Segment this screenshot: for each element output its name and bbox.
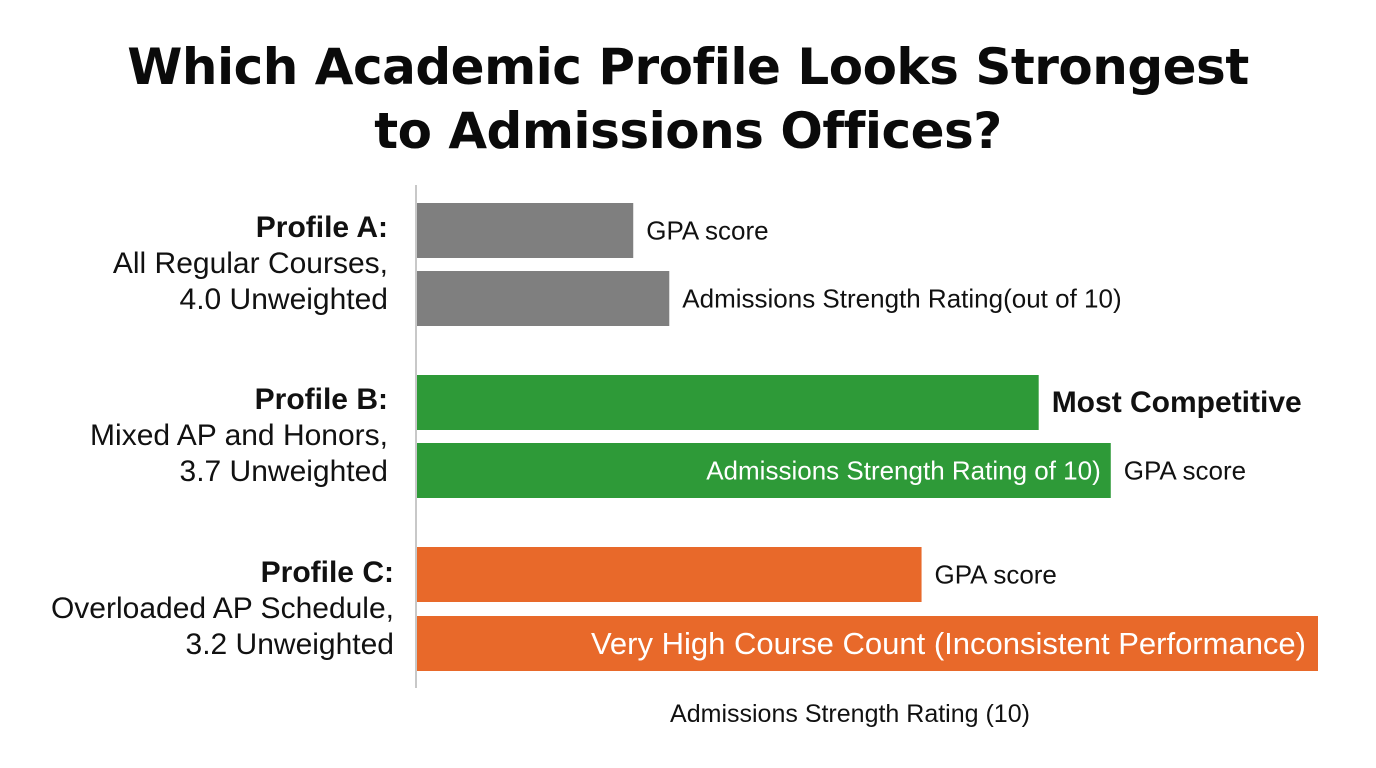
- bar-4-inner-label: Admissions Strength Rating of 10): [706, 456, 1101, 486]
- bar-1: [417, 203, 634, 258]
- profile-c-label: Profile C: Overloaded AP Schedule, 3.2 U…: [51, 555, 394, 663]
- profile-a-name: Profile A:: [255, 211, 388, 244]
- profile-b-description: Mixed AP and Honors,: [90, 419, 388, 452]
- bar-2-label: Admissions Strength Rating(out of 10): [682, 284, 1121, 314]
- bar-1-label: GPA score: [646, 216, 768, 246]
- bar-6: [417, 616, 1318, 671]
- profile-b-gpa: 3.7 Unweighted: [179, 455, 388, 488]
- profile-c-gpa: 3.2 Unweighted: [185, 628, 394, 661]
- profile-c-name: Profile C:: [260, 556, 394, 589]
- chart-title-line-1: Which Academic Profile Looks Strongest: [127, 38, 1249, 96]
- x-axis-label: Admissions Strength Rating (10): [670, 700, 1030, 728]
- chart-title-line-2: to Admissions Offices?: [374, 102, 1002, 160]
- bar-2: [417, 271, 670, 326]
- profile-b-name: Profile B:: [254, 383, 388, 416]
- bar-5: [417, 547, 922, 602]
- bar-3-label: Most Competitive: [1052, 386, 1302, 419]
- bar-3: [417, 375, 1039, 430]
- bar-6-label: Very High Course Count (Inconsistent Per…: [591, 626, 1306, 661]
- profile-a-label: Profile A: All Regular Courses, 4.0 Unwe…: [113, 210, 388, 318]
- bar-5-label: GPA score: [935, 560, 1057, 590]
- profile-a-gpa: 4.0 Unweighted: [179, 283, 388, 316]
- bar-4-label: GPA score: [1124, 456, 1246, 486]
- bar-4: [417, 443, 1111, 498]
- profile-b-label: Profile B: Mixed AP and Honors, 3.7 Unwe…: [90, 382, 388, 490]
- profile-a-description: All Regular Courses,: [112, 247, 388, 280]
- profile-c-description: Overloaded AP Schedule,: [50, 592, 394, 625]
